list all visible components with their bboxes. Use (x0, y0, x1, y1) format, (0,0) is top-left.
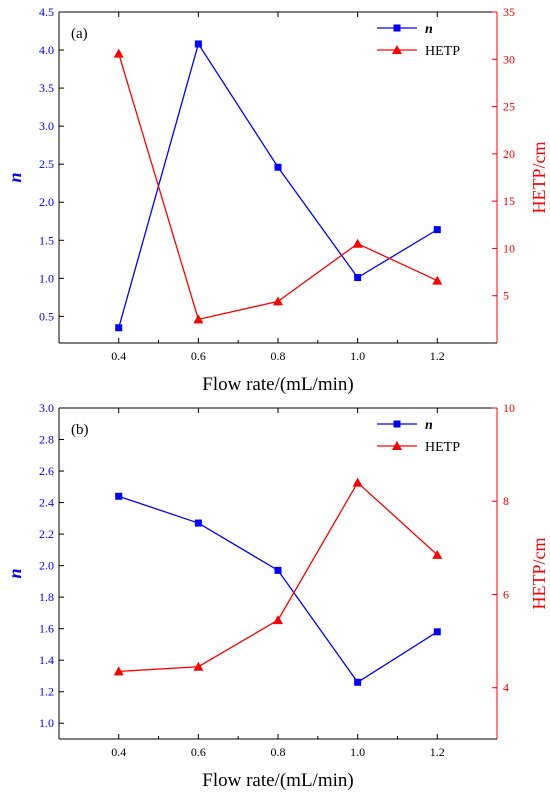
y-left-tick-label: 1.8 (39, 590, 54, 604)
x-tick-label: 1.0 (350, 745, 365, 759)
y-right-tick-label: 4 (503, 681, 509, 695)
y-left-tick-label: 2.0 (39, 195, 54, 209)
y-left-tick-label: 2.4 (39, 496, 54, 510)
legend-marker-hetp (392, 441, 402, 450)
y-left-axis-title: n (5, 172, 25, 182)
x-tick-label: 0.6 (191, 349, 206, 363)
data-point-hetp (432, 549, 443, 559)
x-tick-label: 0.8 (271, 745, 286, 759)
y-left-tick-label: 2.0 (39, 559, 54, 573)
y-right-tick-label: 15 (503, 194, 515, 208)
y-left-tick-label: 4.5 (39, 5, 54, 19)
x-axis-title: Flow rate/(mL/min) (202, 374, 353, 395)
data-point-n (194, 519, 202, 527)
data-point-hetp (352, 477, 363, 487)
y-left-tick-label: 2.2 (39, 527, 54, 541)
legend-label-n: n (425, 22, 433, 37)
data-point-hetp (352, 238, 363, 248)
legend-label-hetp: HETP (425, 44, 460, 59)
data-point-hetp (113, 666, 124, 676)
y-left-tick-label: 1.4 (39, 653, 54, 667)
y-left-tick-label: 0.5 (39, 309, 54, 323)
x-tick-label: 1.0 (350, 349, 365, 363)
y-right-tick-label: 30 (503, 52, 515, 66)
y-left-tick-label: 3.0 (39, 401, 54, 415)
y-left-tick-label: 2.5 (39, 157, 54, 171)
y-right-axis-title: HETP/cm (529, 538, 549, 610)
y-left-tick-label: 3.5 (39, 81, 54, 95)
y-right-tick-label: 20 (503, 147, 515, 161)
data-point-hetp (273, 615, 283, 625)
data-point-n (433, 628, 441, 636)
x-tick-label: 0.8 (271, 349, 286, 363)
y-left-tick-label: 2.6 (39, 464, 54, 478)
y-left-tick-label: 1.2 (39, 685, 54, 699)
y-left-tick-label: 1.0 (39, 271, 54, 285)
data-point-n (354, 274, 362, 282)
series-line-hetp (118, 53, 438, 321)
legend-marker-hetp (392, 45, 402, 54)
y-left-tick-label: 2.8 (39, 433, 54, 447)
x-tick-label: 0.4 (111, 745, 126, 759)
chart-panel-a: 0.4 0.6 0.8 1.0 1.2 0.5 1.0 1.5 2.0 2.5 3.0 3.5 4.0 4… (5, 5, 549, 395)
data-point-n (354, 678, 362, 686)
y-right-tick-label: 8 (503, 494, 509, 508)
legend-label-hetp: HETP (425, 440, 460, 455)
y-right-tick-label: 25 (503, 100, 515, 114)
y-right-tick-label: 35 (503, 5, 515, 19)
data-point-hetp (193, 314, 204, 324)
y-right-tick-label: 6 (503, 587, 509, 601)
data-point-n (274, 566, 282, 574)
y-right-axis-title: HETP/cm (529, 142, 549, 214)
panel-label: (a) (71, 26, 88, 42)
data-point-hetp (193, 661, 204, 671)
series-line-hetp (118, 481, 438, 673)
y-right-tick-label: 5 (503, 289, 509, 303)
x-tick-label: 0.6 (191, 745, 206, 759)
x-tick-label: 1.2 (430, 745, 445, 759)
chart-panel-b: 0.4 0.6 0.8 1.0 1.2 1.0 1.2 1.4 1.6 1.8 2.0 2.2 2.4 2… (5, 401, 549, 791)
y-left-tick-label: 1.0 (39, 716, 54, 730)
x-tick-label: 0.4 (111, 349, 126, 363)
y-right-tick-label: 10 (503, 241, 515, 255)
legend-label-n: n (425, 418, 433, 433)
x-tick-label: 1.2 (430, 349, 445, 363)
legend-marker-n (393, 24, 401, 32)
y-left-tick-label: 4.0 (39, 43, 54, 57)
data-point-n (433, 226, 441, 234)
x-axis-title: Flow rate/(mL/min) (202, 770, 353, 791)
y-left-tick-label: 1.5 (39, 233, 54, 247)
data-point-hetp (273, 296, 283, 306)
series-line-n (118, 495, 438, 684)
panel-label: (b) (71, 422, 89, 438)
y-left-tick-label: 3.0 (39, 119, 54, 133)
data-point-hetp (432, 275, 443, 285)
y-left-tick-label: 1.6 (39, 622, 54, 636)
data-point-hetp (113, 48, 124, 58)
data-point-n (194, 40, 202, 48)
data-point-n (115, 324, 123, 332)
y-left-axis-title: n (5, 568, 25, 578)
data-point-n (115, 492, 123, 500)
data-point-n (274, 163, 282, 171)
legend-marker-n (393, 420, 401, 428)
series-line-n (118, 42, 438, 328)
y-right-tick-label: 10 (503, 401, 515, 415)
